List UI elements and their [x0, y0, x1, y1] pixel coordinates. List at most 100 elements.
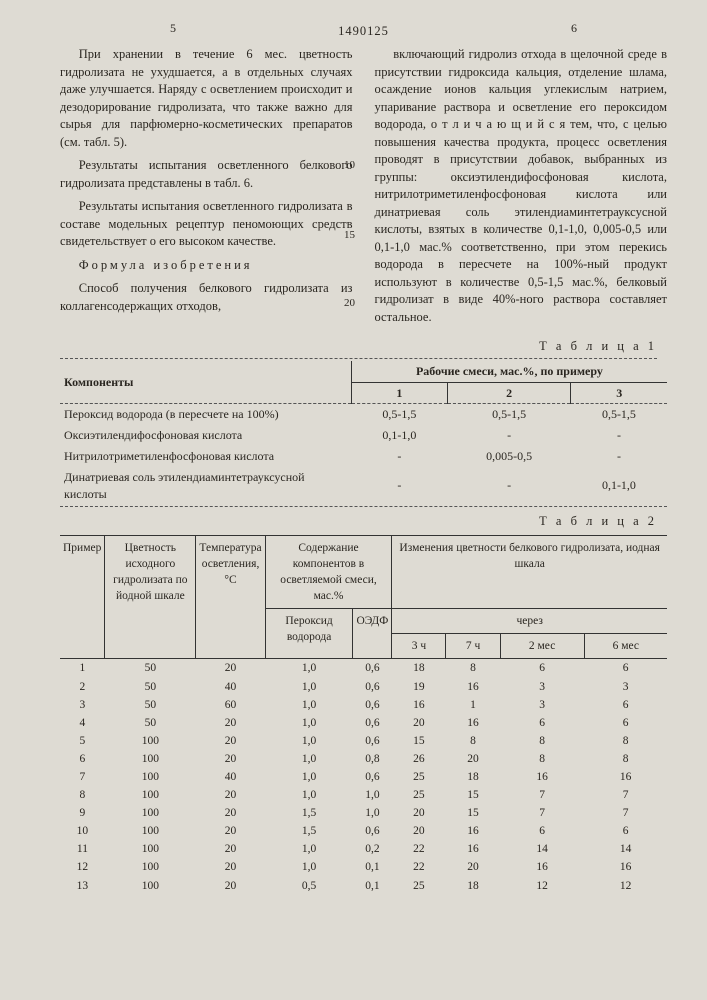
t2-cell: 1,0	[353, 804, 392, 822]
t2-cell: 0,2	[353, 840, 392, 858]
t2-cell: 20	[196, 732, 265, 750]
t2-cell: 6	[584, 822, 667, 840]
t2-cell: 6	[500, 659, 584, 678]
t2-cell: 14	[500, 840, 584, 858]
t1-cell: 0,005-0,5	[447, 446, 571, 467]
t2-cell: 20	[446, 858, 500, 876]
t2-cell: 1,0	[265, 696, 353, 714]
t2-cell: 1,5	[265, 822, 353, 840]
t2-cell: 20	[392, 804, 446, 822]
t2-cell: 6	[584, 659, 667, 678]
t2-cell: 7	[500, 786, 584, 804]
t2-cell: 22	[392, 858, 446, 876]
t2-cell: 16	[584, 768, 667, 786]
t2-cell: 100	[105, 732, 196, 750]
t2-cell: 20	[196, 750, 265, 768]
t1-cell: 0,1-1,0	[351, 425, 447, 446]
t2-cell: 10	[60, 822, 105, 840]
t2-cell: 50	[105, 678, 196, 696]
t1-cell: Нитрилотриметиленфосфоновая кислота	[60, 446, 351, 467]
t2-cell: 0,6	[353, 659, 392, 678]
t2-cell: 20	[196, 822, 265, 840]
t2-cell: 9	[60, 804, 105, 822]
para: Результаты испытания осветленного белков…	[60, 157, 353, 192]
t2-cell: 100	[105, 822, 196, 840]
t2-cell: 20	[196, 714, 265, 732]
t2-cell: 25	[392, 768, 446, 786]
t2-cell: 3	[584, 678, 667, 696]
t2-cell: 1,0	[265, 840, 353, 858]
t2-cell: 25	[392, 786, 446, 804]
t2-cell: 8	[500, 750, 584, 768]
t1-cell: -	[447, 425, 571, 446]
t2-cell: 11	[60, 840, 105, 858]
t2-cell: 7	[584, 786, 667, 804]
t2-cell: 8	[446, 732, 500, 750]
t2-h: через	[392, 609, 667, 634]
t2-h: 3 ч	[392, 634, 446, 659]
t2-cell: 25	[392, 877, 446, 895]
text-columns: При хранении в течение 6 мес. цветность …	[60, 46, 667, 332]
t2-cell: 0,6	[353, 696, 392, 714]
t1-cell: -	[571, 446, 667, 467]
t2-cell: 100	[105, 786, 196, 804]
t2-cell: 50	[105, 659, 196, 678]
t2-h: Содержание компонентов в осветляемой сме…	[265, 536, 392, 609]
t2-cell: 4	[60, 714, 105, 732]
t1-cell: -	[351, 446, 447, 467]
t2-cell: 16	[446, 714, 500, 732]
t2-cell: 18	[392, 659, 446, 678]
t2-cell: 7	[500, 804, 584, 822]
t2-h: 7 ч	[446, 634, 500, 659]
t2-cell: 15	[446, 786, 500, 804]
t2-cell: 100	[105, 877, 196, 895]
t2-cell: 1,0	[353, 786, 392, 804]
t2-cell: 50	[105, 714, 196, 732]
t2-cell: 3	[500, 678, 584, 696]
t2-cell: 15	[392, 732, 446, 750]
t2-cell: 20	[196, 877, 265, 895]
para: Способ получения белкового гидролизата и…	[60, 280, 353, 315]
t2-cell: 6	[584, 714, 667, 732]
t2-cell: 7	[60, 768, 105, 786]
t2-cell: 0,6	[353, 822, 392, 840]
t2-cell: 18	[446, 768, 500, 786]
page-num-right: 6	[571, 20, 577, 37]
t2-cell: 12	[500, 877, 584, 895]
t2-cell: 12	[60, 858, 105, 876]
t2-cell: 7	[584, 804, 667, 822]
t2-cell: 1,0	[265, 732, 353, 750]
t2-cell: 2	[60, 678, 105, 696]
t1-cell: Динатриевая соль этилендиаминтетрауксусн…	[60, 467, 351, 505]
t1-cell: -	[571, 425, 667, 446]
t2-cell: 16	[584, 858, 667, 876]
t2-cell: 0,1	[353, 858, 392, 876]
table2-wrap: Пример Цветность исходного гидролизата п…	[60, 535, 667, 895]
para: включающий гидролиз отхода в щелочной ср…	[375, 46, 668, 326]
t1-cell: Пероксид водорода (в пересчете на 100%)	[60, 404, 351, 425]
line-ref: 20	[344, 296, 355, 311]
t2-cell: 1,0	[265, 786, 353, 804]
t1-cell: -	[447, 467, 571, 505]
t2-h: Пероксид водорода	[265, 609, 353, 659]
t2-cell: 26	[392, 750, 446, 768]
t1-cell: Оксиэтилендифосфоновая кислота	[60, 425, 351, 446]
t2-cell: 20	[196, 659, 265, 678]
t2-cell: 60	[196, 696, 265, 714]
para: При хранении в течение 6 мес. цветность …	[60, 46, 353, 151]
page-num-left: 5	[170, 20, 176, 37]
t2-cell: 16	[392, 696, 446, 714]
t2-cell: 20	[196, 786, 265, 804]
t2-cell: 1,0	[265, 858, 353, 876]
line-ref: 10	[344, 158, 355, 173]
t1-cell: 0,5-1,5	[351, 404, 447, 425]
t2-cell: 1	[60, 659, 105, 678]
formula-heading: Формула изобретения	[60, 257, 353, 275]
t2-cell: 18	[446, 877, 500, 895]
t2-cell: 1,0	[265, 768, 353, 786]
t2-cell: 20	[196, 804, 265, 822]
t2-cell: 16	[446, 678, 500, 696]
t2-cell: 0,5	[265, 877, 353, 895]
t2-cell: 8	[584, 750, 667, 768]
t2-cell: 1,5	[265, 804, 353, 822]
